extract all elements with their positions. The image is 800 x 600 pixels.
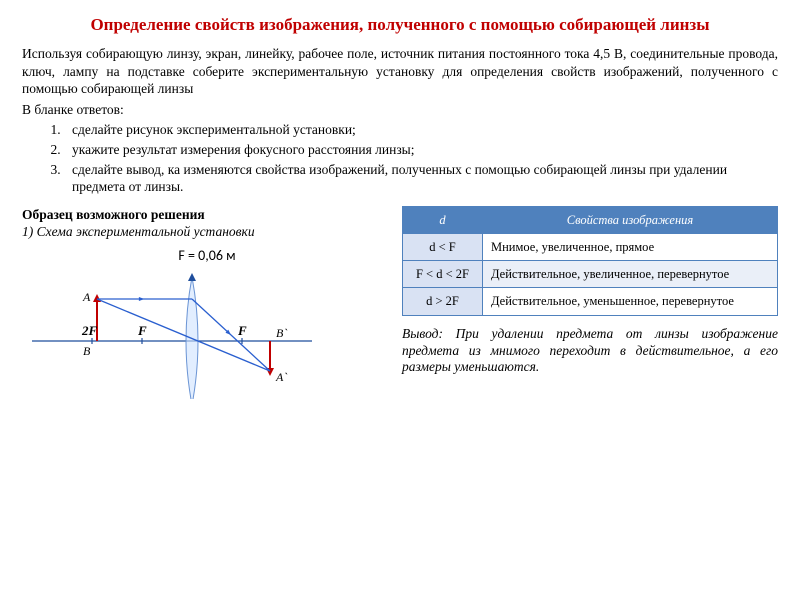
blank-line: В бланке ответов:: [22, 101, 778, 119]
left-column: Образец возможного решения 1) Схема эксп…: [22, 206, 392, 404]
col-header-d: d: [403, 206, 483, 233]
cell-condition: d < F: [403, 233, 483, 260]
intro-text: Используя собирающую линзу, экран, линей…: [22, 45, 778, 98]
svg-text:A: A: [82, 290, 91, 304]
list-item: сделайте рисунок экспериментальной устан…: [64, 121, 778, 139]
conclusion-text: При удалении предмета от линзы изображен…: [402, 326, 778, 375]
cell-description: Мнимое, увеличенное, прямое: [483, 233, 778, 260]
cell-description: Действительное, уменьшенное, перевернуто…: [483, 288, 778, 315]
cell-condition: d > 2F: [403, 288, 483, 315]
sample-header: Образец возможного решения: [22, 206, 392, 224]
table-row: F < d < 2F Действительное, увеличенное, …: [403, 261, 778, 288]
conclusion-label: Вывод:: [402, 326, 443, 341]
list-item: сделайте вывод, ка изменяются свойства и…: [64, 161, 778, 196]
properties-table: d Свойства изображения d < F Мнимое, уве…: [402, 206, 778, 316]
svg-text:F: F: [237, 323, 247, 338]
svg-text:B: B: [83, 344, 91, 358]
sample-line-1: 1) Схема экспериментальной установки: [22, 223, 392, 241]
right-column: d Свойства изображения d < F Мнимое, уве…: [402, 206, 778, 404]
focal-length: F = 0,06 м: [22, 247, 392, 265]
svg-text:A`: A`: [275, 370, 287, 384]
lens-diagram-svg: A B F 2F F A` B`: [22, 269, 322, 399]
page-title: Определение свойств изображения, получен…: [22, 14, 778, 35]
col-header-props: Свойства изображения: [483, 206, 778, 233]
table-row: d > 2F Действительное, уменьшенное, пере…: [403, 288, 778, 315]
lens-diagram: A B F 2F F A` B`: [22, 269, 392, 404]
svg-text:2F: 2F: [81, 323, 98, 338]
cell-condition: F < d < 2F: [403, 261, 483, 288]
svg-text:F: F: [137, 323, 147, 338]
lower-section: Образец возможного решения 1) Схема эксп…: [22, 206, 778, 404]
task-list: сделайте рисунок экспериментальной устан…: [22, 121, 778, 195]
list-item: укажите результат измерения фокусного ра…: [64, 141, 778, 159]
svg-text:B`: B`: [276, 326, 287, 340]
table-header-row: d Свойства изображения: [403, 206, 778, 233]
cell-description: Действительное, увеличенное, перевернуто…: [483, 261, 778, 288]
conclusion: Вывод: При удалении предмета от линзы из…: [402, 326, 778, 377]
table-row: d < F Мнимое, увеличенное, прямое: [403, 233, 778, 260]
